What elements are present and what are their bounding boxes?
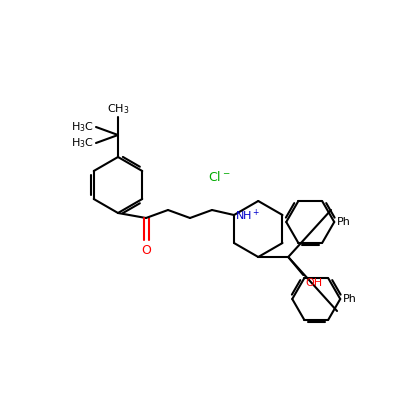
Text: Ph: Ph bbox=[343, 294, 357, 304]
Text: Cl$^-$: Cl$^-$ bbox=[208, 170, 230, 184]
Text: O: O bbox=[141, 244, 151, 257]
Text: H$_3$C: H$_3$C bbox=[71, 120, 94, 134]
Text: OH: OH bbox=[305, 278, 322, 288]
Text: Ph: Ph bbox=[337, 217, 351, 227]
Text: CH$_3$: CH$_3$ bbox=[107, 102, 129, 116]
Text: NH$^+$: NH$^+$ bbox=[235, 207, 260, 223]
Text: H$_3$C: H$_3$C bbox=[71, 136, 94, 150]
